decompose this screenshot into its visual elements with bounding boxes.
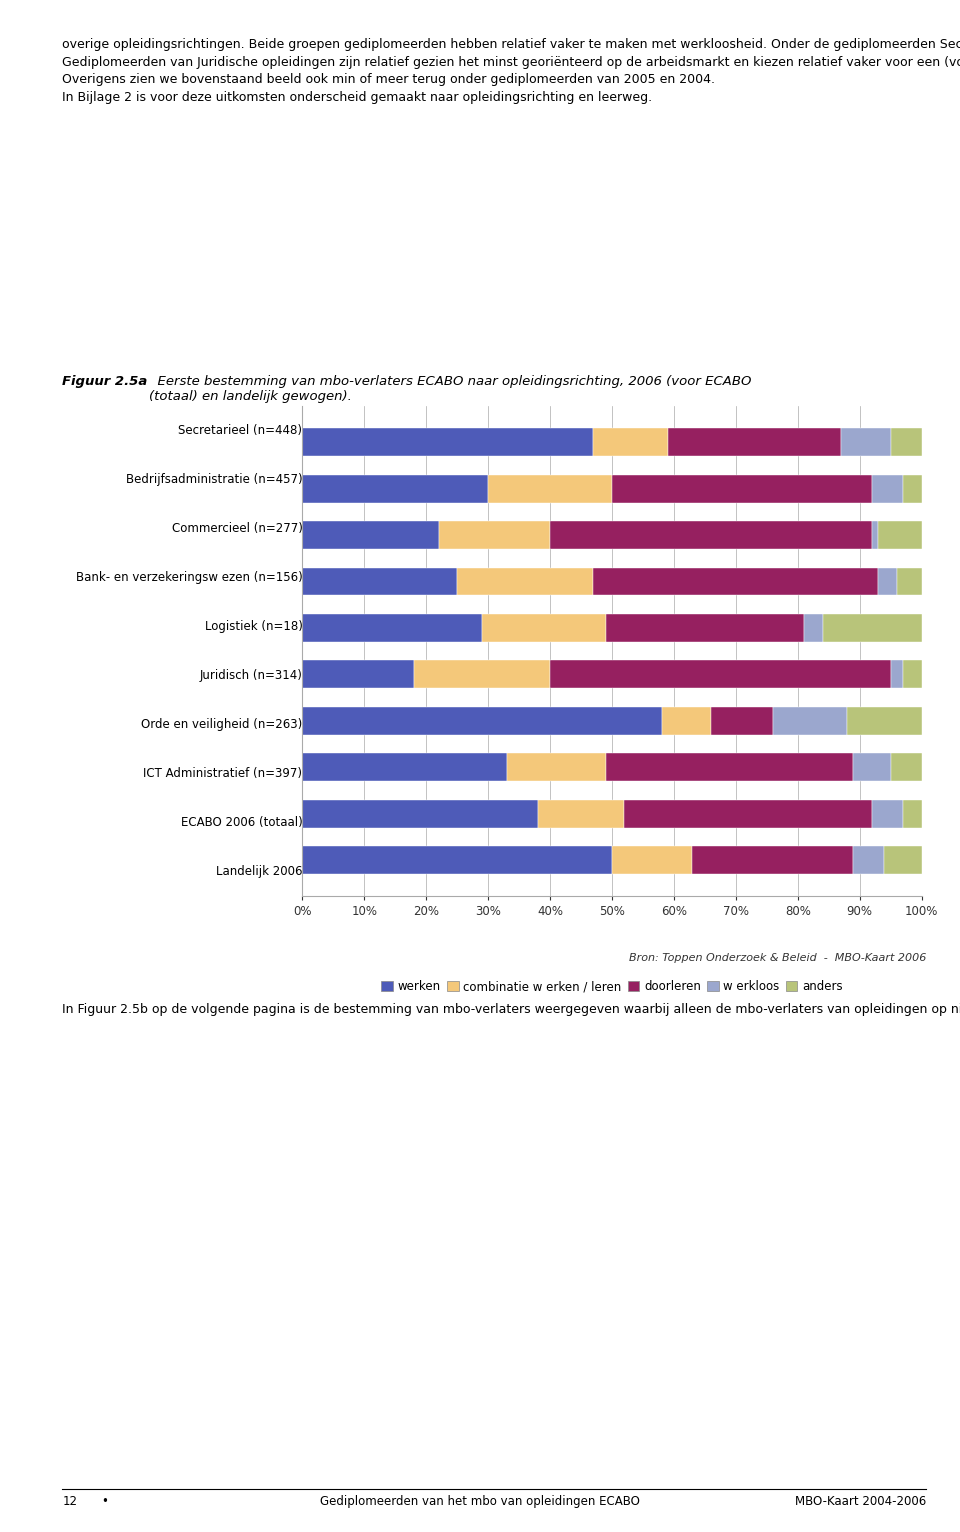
Legend: werken, combinatie w erken / leren, doorleren, w erkloos, anders: werken, combinatie w erken / leren, door…: [376, 976, 848, 999]
Text: Gediplomeerden van het mbo van opleidingen ECABO: Gediplomeerden van het mbo van opleiding…: [320, 1495, 640, 1507]
Text: Commercieel (n=277): Commercieel (n=277): [172, 522, 302, 535]
Bar: [302, 429, 593, 457]
Text: MBO-Kaart 2004-2006: MBO-Kaart 2004-2006: [795, 1495, 926, 1507]
Bar: [878, 567, 897, 596]
Text: Bron: Toppen Onderzoek & Beleid  -  MBO-Kaart 2006: Bron: Toppen Onderzoek & Beleid - MBO-Ka…: [629, 953, 926, 964]
Bar: [488, 475, 612, 502]
Text: overige opleidingsrichtingen. Beide groepen gediplomeerden hebben relatief vaker: overige opleidingsrichtingen. Beide groe…: [62, 38, 960, 104]
Bar: [841, 429, 891, 457]
Bar: [606, 754, 853, 781]
Text: Figuur 2.5a: Figuur 2.5a: [62, 375, 148, 388]
Text: •: •: [101, 1495, 108, 1507]
Bar: [302, 614, 482, 642]
Bar: [853, 754, 891, 781]
Text: Bedrijfsadministratie (n=457): Bedrijfsadministratie (n=457): [126, 473, 302, 486]
Bar: [507, 754, 606, 781]
Bar: [482, 614, 606, 642]
Bar: [612, 846, 692, 873]
Bar: [593, 429, 668, 457]
Bar: [903, 660, 922, 688]
Bar: [302, 660, 414, 688]
Bar: [414, 660, 550, 688]
Bar: [550, 660, 891, 688]
Bar: [903, 800, 922, 827]
Text: Landelijk 2006: Landelijk 2006: [216, 866, 302, 878]
Bar: [606, 614, 804, 642]
Bar: [872, 475, 903, 502]
Bar: [302, 567, 457, 596]
Bar: [302, 706, 661, 735]
Bar: [302, 800, 538, 827]
Bar: [593, 567, 878, 596]
Bar: [878, 521, 922, 548]
Bar: [891, 429, 922, 457]
Text: Logistiek (n=18): Logistiek (n=18): [204, 620, 302, 633]
Bar: [872, 521, 878, 548]
Bar: [773, 706, 848, 735]
Bar: [711, 706, 773, 735]
Text: 12: 12: [62, 1495, 78, 1507]
Bar: [302, 521, 439, 548]
Bar: [823, 614, 922, 642]
Bar: [661, 706, 711, 735]
Text: In Figuur 2.5b op de volgende pagina is de bestemming van mbo-verlaters weergege: In Figuur 2.5b op de volgende pagina is …: [62, 1003, 960, 1016]
Text: ICT Administratief (n=397): ICT Administratief (n=397): [143, 768, 302, 780]
Text: Eerste bestemming van mbo-verlaters ECABO naar opleidingsrichting, 2006 (voor EC: Eerste bestemming van mbo-verlaters ECAB…: [149, 375, 751, 403]
Bar: [302, 475, 488, 502]
Bar: [302, 846, 612, 873]
Bar: [853, 846, 884, 873]
Bar: [872, 800, 903, 827]
Bar: [302, 754, 507, 781]
Bar: [848, 706, 922, 735]
Bar: [624, 800, 872, 827]
Bar: [903, 475, 922, 502]
Bar: [884, 846, 922, 873]
Bar: [891, 660, 903, 688]
Bar: [538, 800, 624, 827]
Bar: [439, 521, 550, 548]
Text: Bank- en verzekeringsw ezen (n=156): Bank- en verzekeringsw ezen (n=156): [76, 571, 302, 584]
Bar: [550, 521, 872, 548]
Bar: [897, 567, 922, 596]
Text: ECABO 2006 (totaal): ECABO 2006 (totaal): [180, 817, 302, 829]
Text: Orde en veiligheid (n=263): Orde en veiligheid (n=263): [141, 719, 302, 731]
Bar: [804, 614, 823, 642]
Text: Secretarieel (n=448): Secretarieel (n=448): [179, 424, 302, 437]
Bar: [668, 429, 841, 457]
Text: Juridisch (n=314): Juridisch (n=314): [200, 669, 302, 682]
Bar: [891, 754, 922, 781]
Bar: [692, 846, 853, 873]
Bar: [457, 567, 593, 596]
Bar: [612, 475, 872, 502]
